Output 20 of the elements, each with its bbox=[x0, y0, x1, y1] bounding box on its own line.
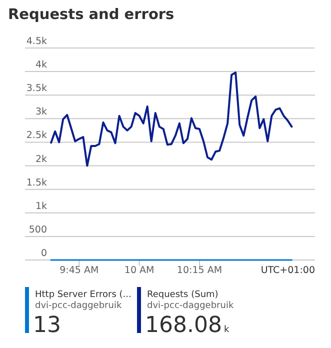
legend-label: Http Server Errors (... bbox=[35, 290, 132, 300]
y-tick-label: 1k bbox=[35, 200, 48, 212]
y-tick-label: 2.5k bbox=[26, 130, 48, 142]
legend-label: Requests (Sum) bbox=[147, 290, 218, 300]
y-tick-label: 0 bbox=[40, 248, 47, 259]
y-tick-label: 500 bbox=[28, 224, 47, 236]
chart-title: Requests and errors bbox=[8, 7, 174, 23]
x-tick-label: 9:45 AM bbox=[60, 265, 99, 276]
y-tick-label: 4k bbox=[35, 60, 48, 71]
x-tick-label: 10 AM bbox=[124, 265, 154, 276]
y-tick-label: 4.5k bbox=[26, 36, 48, 47]
text: 13 bbox=[33, 313, 61, 338]
y-tick-label: 3.5k bbox=[26, 83, 48, 94]
y-tick-label: 2k bbox=[35, 154, 48, 165]
text: dvi-pcc-daggebruik bbox=[35, 301, 122, 311]
text: UTC+01:00 bbox=[260, 265, 315, 276]
y-tick-label: 1.5k bbox=[26, 177, 48, 188]
y-tick-label: 3k bbox=[35, 106, 48, 118]
text: dvi-pcc-daggebruik bbox=[147, 301, 234, 311]
x-tick-label: 10:15 AM bbox=[176, 265, 222, 276]
